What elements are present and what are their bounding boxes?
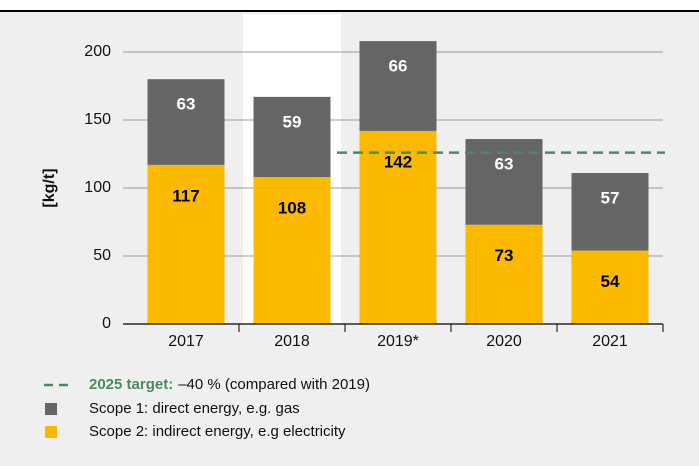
value-label: 63 bbox=[177, 95, 196, 114]
legend-swatch bbox=[45, 403, 57, 415]
bar-segment bbox=[147, 79, 225, 165]
value-label: 54 bbox=[601, 272, 620, 291]
value-label: 142 bbox=[384, 152, 412, 171]
x-tick-label: 2018 bbox=[274, 333, 310, 350]
y-tick-label: 50 bbox=[93, 247, 111, 264]
x-tick-label: 2020 bbox=[486, 333, 522, 350]
legend-target: 2025 target: –40 % (compared with 2019) bbox=[89, 376, 370, 393]
y-tick-label: 150 bbox=[84, 111, 111, 128]
x-tick-label: 2017 bbox=[168, 333, 204, 350]
bar-segment bbox=[465, 224, 543, 324]
legend-swatch bbox=[45, 426, 57, 438]
x-tick-label: 2021 bbox=[592, 333, 628, 350]
bar-segment bbox=[359, 41, 437, 131]
legend-label: Scope 1: direct energy, e.g. gas bbox=[89, 400, 300, 417]
bar-segment bbox=[253, 96, 331, 178]
bar-segment bbox=[359, 130, 437, 324]
x-tick-label: 2019* bbox=[377, 333, 419, 350]
value-label: 59 bbox=[283, 112, 302, 131]
y-tick-label: 100 bbox=[84, 179, 111, 196]
value-label: 57 bbox=[601, 189, 620, 208]
y-tick-label: 200 bbox=[84, 43, 111, 60]
legend-label: Scope 2: indirect energy, e.g electricit… bbox=[89, 423, 346, 440]
bar-segment bbox=[571, 250, 649, 324]
target-text: –40 % (compared with 2019) bbox=[178, 376, 370, 393]
bar-segment bbox=[147, 164, 225, 324]
value-label: 66 bbox=[389, 57, 408, 76]
value-label: 108 bbox=[278, 199, 306, 218]
bar-segment bbox=[253, 177, 331, 324]
y-tick-label: 0 bbox=[102, 315, 111, 332]
bar-segment bbox=[571, 173, 649, 251]
value-label: 63 bbox=[495, 155, 514, 174]
target-label: 2025 target: bbox=[89, 376, 173, 393]
value-label: 117 bbox=[172, 186, 199, 205]
y-axis-label: [kg/t] bbox=[41, 168, 58, 207]
value-label: 73 bbox=[495, 246, 514, 265]
